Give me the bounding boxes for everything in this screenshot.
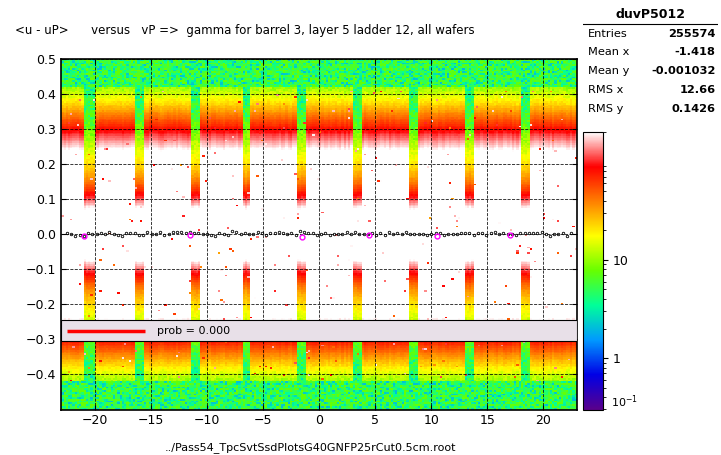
Text: -1.418: -1.418 — [675, 47, 715, 57]
Text: RMS y: RMS y — [588, 104, 624, 114]
Text: duvP5012: duvP5012 — [615, 8, 686, 21]
Text: RMS x: RMS x — [588, 85, 624, 95]
Text: Entries: Entries — [588, 29, 628, 39]
Text: 0.1426: 0.1426 — [671, 104, 715, 114]
Bar — [61, 320, 577, 341]
Text: -0.001032: -0.001032 — [651, 66, 715, 76]
Text: prob = 0.000: prob = 0.000 — [156, 326, 230, 336]
Text: Mean x: Mean x — [588, 47, 629, 57]
Text: 255574: 255574 — [668, 29, 715, 39]
Text: <u - uP>      versus   vP =>  gamma for barrel 3, layer 5 ladder 12, all wafers: <u - uP> versus vP => gamma for barrel 3… — [15, 24, 474, 37]
Text: ../Pass54_TpcSvtSsdPlotsG40GNFP25rCut0.5cm.root: ../Pass54_TpcSvtSsdPlotsG40GNFP25rCut0.5… — [164, 442, 456, 453]
Text: Mean y: Mean y — [588, 66, 629, 76]
Text: 12.66: 12.66 — [679, 85, 715, 95]
Text: $10^{-1}$: $10^{-1}$ — [611, 393, 638, 410]
